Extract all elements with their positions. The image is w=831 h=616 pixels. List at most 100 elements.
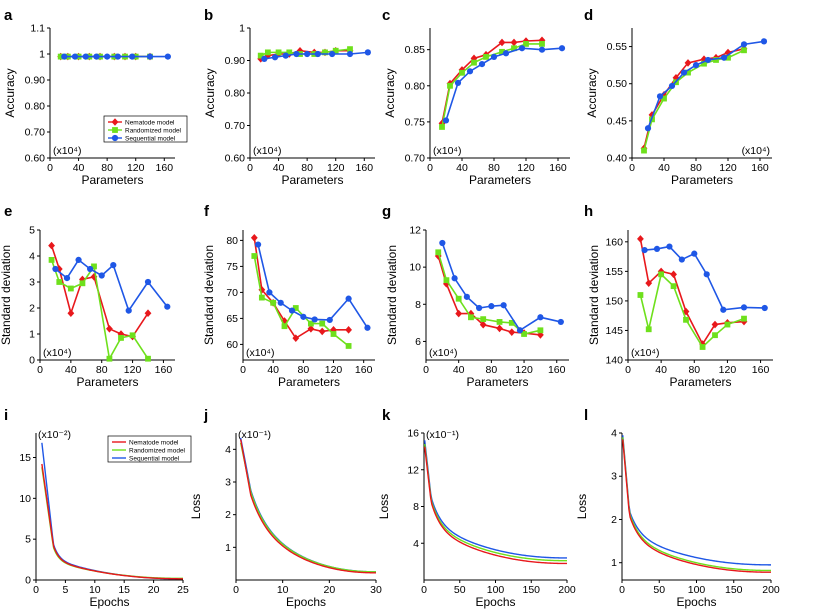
- data-point-sequential: [760, 38, 768, 45]
- data-point-sequential: [516, 327, 524, 334]
- data-point-sequential: [293, 50, 300, 58]
- x-tick-label: 10: [89, 584, 101, 596]
- data-point-nematode: [106, 325, 113, 333]
- scale-multiplier: (x10⁴): [53, 145, 81, 157]
- scale-multiplier: (x10⁴): [43, 347, 71, 359]
- data-point-randomized: [508, 319, 515, 326]
- data-point-sequential: [488, 303, 495, 310]
- data-point-randomized: [480, 316, 487, 323]
- panel-label-f: f: [204, 203, 210, 220]
- x-tick-label: 120: [325, 364, 343, 376]
- data-point-sequential: [146, 53, 154, 60]
- data-point-sequential: [164, 303, 171, 310]
- data-point-randomized: [270, 299, 277, 306]
- data-point-nematode: [538, 36, 546, 45]
- x-tick-label: 160: [752, 364, 770, 376]
- y-tick-label: 2: [225, 509, 231, 521]
- data-point-randomized: [539, 40, 545, 47]
- data-point-randomized: [637, 292, 644, 298]
- data-point-sequential: [254, 241, 262, 248]
- data-point-randomized: [670, 283, 677, 290]
- data-point-nematode: [470, 54, 478, 63]
- x-tick-label: 80: [101, 162, 113, 174]
- loss-curve-randomized: [622, 437, 772, 572]
- y-tick-label: 0.75: [405, 116, 426, 128]
- x-tick-label: 30: [370, 584, 382, 596]
- series-line-nematode: [437, 255, 541, 336]
- data-point-randomized: [56, 279, 63, 285]
- x-tick-label: 0: [427, 162, 433, 174]
- x-tick-label: 40: [453, 364, 465, 376]
- data-point-randomized: [499, 48, 505, 55]
- data-point-nematode: [508, 328, 516, 336]
- legend-label-randomized: Randomized model: [125, 127, 182, 134]
- x-tick-label: 0: [33, 584, 39, 596]
- data-point-nematode: [711, 320, 719, 329]
- data-point-randomized: [435, 249, 442, 256]
- data-point-randomized: [307, 320, 314, 327]
- scale-multiplier: (x10⁻¹): [238, 429, 271, 441]
- panel-b: b 0 40 80 120 160 0.60 0.70 0.80 0.90 1 Parameters A…: [203, 7, 375, 187]
- y-tick-label: 3: [225, 477, 231, 489]
- y-axis-title: Loss: [189, 494, 203, 519]
- data-point-randomized: [713, 57, 719, 63]
- data-point-randomized: [537, 327, 544, 334]
- y-tick-label: 145: [605, 325, 623, 337]
- data-point-sequential: [451, 275, 458, 282]
- y-tick-label: 1: [611, 557, 617, 569]
- x-tick-label: 40: [655, 364, 667, 376]
- series-line-nematode: [50, 245, 149, 338]
- x-tick-label: 0: [423, 364, 429, 376]
- y-tick-label: 3: [611, 471, 617, 483]
- y-tick-label: 3: [29, 277, 35, 289]
- series-line-randomized: [639, 272, 745, 349]
- data-point-randomized: [332, 47, 339, 54]
- data-point-randomized: [447, 82, 453, 89]
- data-point-randomized: [725, 54, 731, 61]
- data-point-sequential: [266, 289, 273, 296]
- y-tick-label: 70: [226, 287, 238, 299]
- x-tick-label: 80: [297, 364, 309, 376]
- legend-marker-sequential: [111, 134, 119, 142]
- y-tick-label: 0.55: [607, 41, 628, 53]
- data-point-randomized: [48, 257, 55, 263]
- x-axis-title: Parameters: [669, 375, 731, 389]
- data-point-nematode: [637, 235, 644, 243]
- x-tick-label: 160: [549, 162, 567, 174]
- data-point-nematode: [318, 327, 326, 336]
- data-point-nematode: [479, 320, 487, 329]
- x-tick-label: 5: [62, 584, 68, 596]
- data-point-randomized: [443, 277, 450, 284]
- y-tick-label: 0: [25, 575, 31, 587]
- data-point-randomized: [347, 46, 353, 53]
- y-tick-label: 2: [29, 303, 35, 315]
- data-point-randomized: [658, 271, 665, 278]
- panel-label-a: a: [4, 7, 13, 24]
- y-tick-label: 12: [407, 464, 419, 476]
- x-tick-label: 150: [522, 584, 540, 596]
- y-axis-title: Accuracy: [203, 68, 217, 117]
- data-point-nematode: [498, 38, 506, 47]
- data-point-nematode: [510, 38, 518, 47]
- x-tick-label: 40: [267, 364, 279, 376]
- data-point-nematode: [144, 309, 152, 317]
- panel-label-d: d: [584, 7, 593, 24]
- data-point-sequential: [364, 49, 371, 56]
- panel-label-c: c: [382, 7, 390, 24]
- data-point-randomized: [712, 332, 718, 339]
- x-tick-label: 0: [247, 162, 253, 174]
- data-point-sequential: [98, 272, 105, 279]
- series-line-sequential: [644, 245, 765, 311]
- data-point-sequential: [538, 46, 546, 53]
- x-tick-label: 80: [96, 364, 108, 376]
- legend-label-nematode: Nematode model: [129, 439, 179, 446]
- panel-label-j: j: [203, 407, 208, 424]
- x-axis-title: Parameters: [281, 173, 343, 187]
- data-point-sequential: [114, 53, 121, 60]
- data-point-sequential: [75, 256, 82, 263]
- y-tick-label: 0: [29, 355, 35, 367]
- y-tick-label: 12: [409, 225, 421, 237]
- x-tick-label: 50: [653, 584, 665, 596]
- data-point-randomized: [281, 323, 288, 330]
- panel-label-i: i: [4, 407, 8, 424]
